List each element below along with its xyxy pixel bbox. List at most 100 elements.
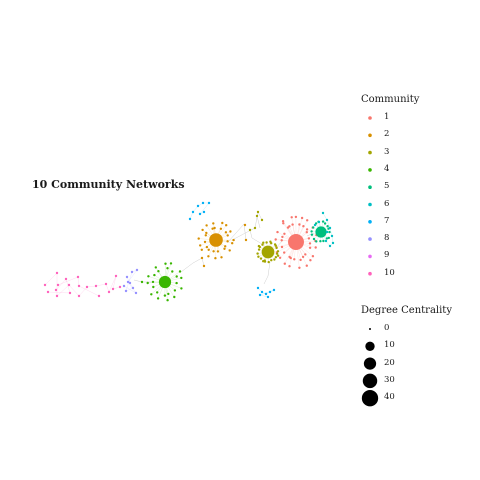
node-c2-26 xyxy=(225,231,227,233)
node-c4-5 xyxy=(166,299,168,301)
node-c5-6 xyxy=(313,238,315,240)
network-nodes xyxy=(44,202,334,302)
legend-label-degree-0: 0 xyxy=(384,323,389,333)
node-c1-30 xyxy=(291,223,293,225)
bridge-node-7 xyxy=(203,265,205,267)
node-c4-14 xyxy=(153,274,155,276)
edge-c10-19 xyxy=(48,292,70,293)
node-c2-2 xyxy=(224,245,226,247)
node-c10-15 xyxy=(98,295,100,297)
node-c10-3 xyxy=(68,284,70,286)
node-c4-23 xyxy=(180,277,182,279)
node-c3-1 xyxy=(277,255,279,257)
node-c7-10 xyxy=(269,291,271,293)
node-c10-9 xyxy=(115,275,117,277)
node-c10-18 xyxy=(69,292,71,294)
legend-key-degree-30 xyxy=(363,374,377,388)
node-c2-22 xyxy=(213,227,215,229)
node-c1-3 xyxy=(312,255,314,257)
node-c6-2 xyxy=(329,227,331,229)
node-c2-29 xyxy=(232,239,234,241)
node-c1-36 xyxy=(306,228,308,230)
node-c8-6 xyxy=(127,281,129,283)
hub-community-3 xyxy=(262,246,275,259)
node-c10-10 xyxy=(112,288,114,290)
edge-c10-4 xyxy=(69,285,79,296)
node-c2-12 xyxy=(206,246,208,248)
node-c1-13 xyxy=(284,263,286,265)
legend-key-degree-40 xyxy=(362,390,378,406)
node-c10-13 xyxy=(77,276,79,278)
node-c3-11 xyxy=(256,252,258,254)
node-c1-7 xyxy=(306,265,308,267)
node-c7-0 xyxy=(189,218,191,220)
node-c3-9 xyxy=(260,257,262,259)
bridge-edge-9 xyxy=(257,216,260,228)
node-c1-34 xyxy=(302,225,304,227)
node-c4-12 xyxy=(152,281,154,283)
legend-key-degree-20 xyxy=(364,357,376,369)
legend-key-community-8 xyxy=(368,237,372,241)
legend-key-community-10 xyxy=(368,272,372,276)
node-c7-5 xyxy=(199,213,201,215)
node-c1-8 xyxy=(299,259,301,261)
node-c8-8 xyxy=(123,285,125,287)
node-c10-1 xyxy=(56,272,58,274)
node-c4-6 xyxy=(164,294,166,296)
node-c7-13 xyxy=(267,296,269,298)
legend-label-community-5: 5 xyxy=(384,181,389,191)
node-c1-29 xyxy=(291,216,293,218)
legend-key-degree-10 xyxy=(365,342,374,351)
legend-label-community-8: 8 xyxy=(384,233,389,243)
node-c6-8 xyxy=(314,224,316,226)
node-c10-5 xyxy=(86,286,88,288)
node-c1-0 xyxy=(309,242,311,244)
node-c1-31 xyxy=(295,216,297,218)
node-c3-16 xyxy=(262,242,264,244)
node-c10-12 xyxy=(57,284,59,286)
node-c1-18 xyxy=(281,246,283,248)
node-c5-13 xyxy=(324,222,326,224)
network-edges xyxy=(45,203,333,300)
node-c2-23 xyxy=(221,222,223,224)
node-c10-0 xyxy=(44,284,46,286)
bridge-node-3 xyxy=(261,219,263,221)
node-c7-6 xyxy=(203,211,205,213)
legend-key-community-3 xyxy=(368,151,372,155)
hub-community-2 xyxy=(209,233,223,247)
bridge-edge-3 xyxy=(250,230,262,244)
edge-c10-15 xyxy=(79,286,99,296)
node-c5-7 xyxy=(311,234,313,236)
node-c2-19 xyxy=(205,224,207,226)
node-c7-1 xyxy=(192,211,194,213)
node-c6-3 xyxy=(331,235,333,237)
legend-label-community-9: 9 xyxy=(384,250,389,260)
node-c1-15 xyxy=(279,257,281,259)
node-c10-16 xyxy=(55,289,57,291)
node-c2-3 xyxy=(229,249,231,251)
node-c4-9 xyxy=(150,293,152,295)
node-c4-20 xyxy=(171,270,173,272)
bridge-node-2 xyxy=(257,211,259,213)
node-c8-2 xyxy=(132,287,134,289)
edge-c10-1 xyxy=(45,273,57,285)
node-c3-5 xyxy=(268,261,270,263)
node-c4-1 xyxy=(180,287,182,289)
node-c2-17 xyxy=(201,229,203,231)
legend-key-community-9 xyxy=(368,255,372,259)
node-c10-6 xyxy=(95,285,97,287)
node-c2-7 xyxy=(214,257,216,259)
node-c5-4 xyxy=(319,240,321,242)
node-c4-17 xyxy=(164,263,166,265)
node-c1-24 xyxy=(283,233,285,235)
node-c7-11 xyxy=(273,289,275,291)
node-c5-12 xyxy=(322,220,324,222)
bridge-edge-2 xyxy=(228,224,246,242)
bridge-node-6 xyxy=(201,257,203,259)
node-c1-2 xyxy=(309,247,311,249)
hub-community-4 xyxy=(159,276,171,288)
node-c2-0 xyxy=(226,240,228,242)
edge-c10-8 xyxy=(106,284,109,292)
chart-title: 10 Community Networks xyxy=(32,178,185,191)
